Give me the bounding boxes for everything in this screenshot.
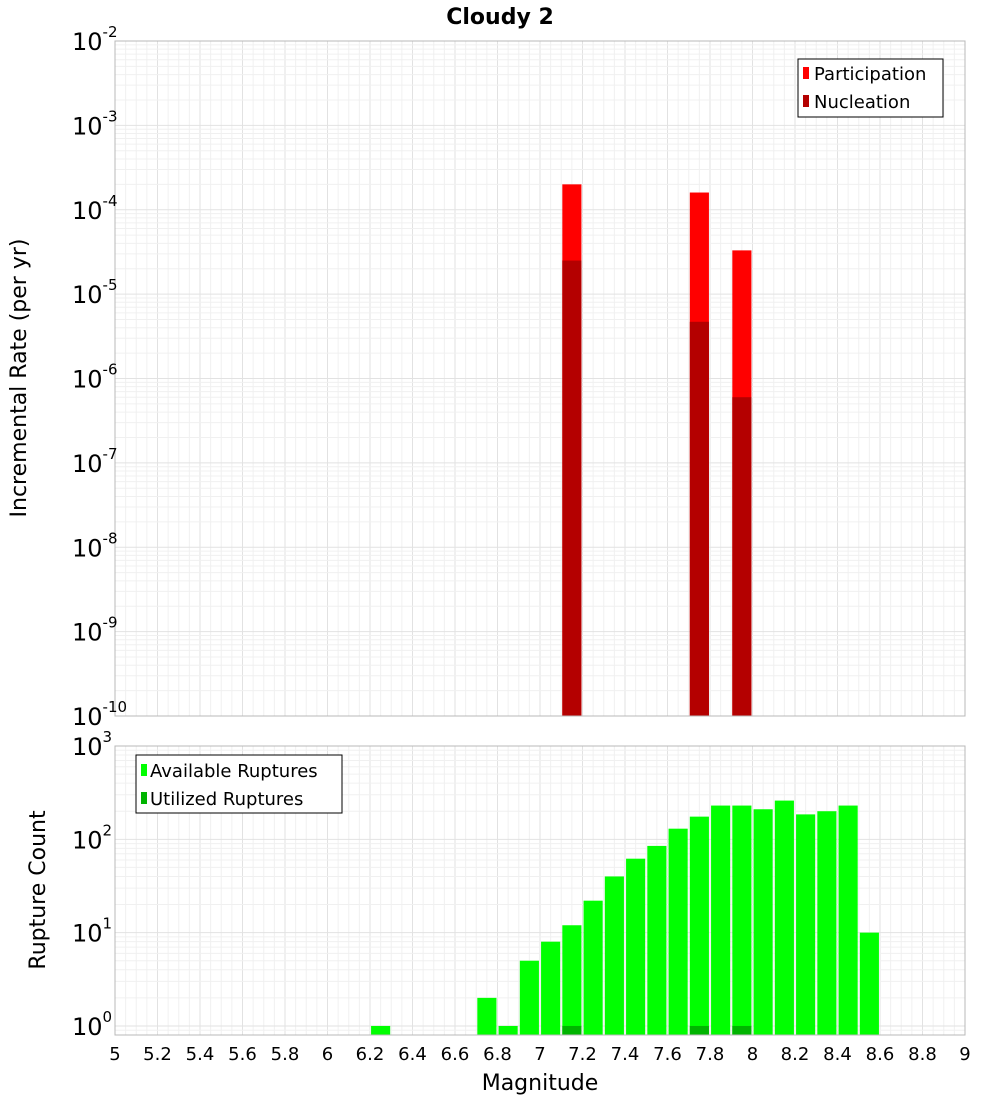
chart-title: Cloudy 2 [446, 5, 554, 30]
available-ruptures-bar [371, 1025, 391, 1035]
x-tick-label: 7.8 [696, 1044, 725, 1065]
available-ruptures-bar [753, 809, 773, 1035]
top-y-tick-label: 10-2 [72, 23, 118, 56]
available-ruptures-bar [498, 1025, 518, 1035]
bottom-y-axis-label: Rupture Count [26, 810, 51, 970]
x-tick-label: 8 [747, 1044, 758, 1065]
available-legend-swatch [141, 764, 147, 776]
participation-legend-swatch [803, 67, 809, 79]
x-tick-label: 5.4 [186, 1044, 215, 1065]
available-ruptures-bar [562, 925, 582, 1035]
available-ruptures-bar [541, 941, 561, 1035]
x-tick-label: 5.6 [228, 1044, 257, 1065]
x-tick-label: 5.2 [143, 1044, 172, 1065]
available-ruptures-bar [796, 814, 816, 1035]
x-tick-label: 7.6 [653, 1044, 682, 1065]
x-axis-label: Magnitude [482, 1071, 599, 1096]
bottom-y-ticks: 103 102 101 100 [72, 728, 112, 1041]
nucleation-bar [689, 321, 709, 716]
top-legend: Participation Nucleation [797, 58, 944, 118]
available-ruptures-bar [838, 805, 858, 1035]
x-tick-label: 8.4 [823, 1044, 852, 1065]
top-y-tick-label: 10-5 [72, 276, 118, 309]
bottom-y-tick-label: 102 [72, 821, 112, 854]
x-tick-label: 5 [109, 1044, 120, 1065]
x-tick-label: 6 [322, 1044, 333, 1065]
available-ruptures-bar [626, 858, 646, 1035]
top-y-tick-label: 10-8 [72, 529, 118, 562]
top-y-tick-label: 10-3 [72, 107, 118, 140]
x-tick-label: 6.2 [356, 1044, 385, 1065]
nucleation-legend-label: Nucleation [814, 92, 910, 113]
x-tick-label: 5.8 [271, 1044, 300, 1065]
available-ruptures-bar [732, 805, 752, 1035]
available-ruptures-bar [668, 828, 688, 1035]
x-tick-label: 6.8 [483, 1044, 512, 1065]
available-ruptures-bar [689, 816, 709, 1035]
available-ruptures-bar [604, 876, 624, 1035]
x-tick-label: 8.8 [908, 1044, 937, 1065]
available-ruptures-bar [519, 960, 539, 1035]
available-ruptures-bar [817, 811, 837, 1035]
bottom-y-tick-label: 103 [72, 728, 112, 761]
x-ticks: 5 5.2 5.4 5.6 5.8 6 6.2 6.4 6.6 6.8 7 7.2 7.4 7.6 7.8 8… [109, 1044, 970, 1065]
top-y-tick-label: 10-7 [72, 445, 118, 478]
x-tick-label: 9 [959, 1044, 970, 1065]
top-y-ticks: 10-2 10-3 10-4 10-5 10-6 10-7 10-8 10-9 10-10 [72, 23, 127, 731]
nucleation-bar [732, 397, 752, 716]
bottom-panel: 103 102 101 100 5 5.2 5.4 5.6 5.8 6 6.2 6.4 6.6 6.8 7… [26, 728, 971, 1096]
bottom-y-tick-label: 101 [72, 915, 112, 948]
available-ruptures-bar [477, 997, 497, 1035]
top-y-tick-label: 10-6 [72, 361, 118, 394]
x-tick-label: 8.2 [781, 1044, 810, 1065]
bottom-legend-box [135, 754, 343, 814]
available-ruptures-bar [859, 932, 879, 1035]
bottom-plot-frame [114, 745, 966, 1036]
top-y-tick-label: 10-10 [72, 698, 127, 731]
nucleation-bar [562, 260, 582, 716]
available-legend-label: Available Ruptures [150, 761, 318, 782]
top-bars [562, 184, 752, 717]
x-tick-label: 8.6 [866, 1044, 895, 1065]
x-tick-label: 6.4 [398, 1044, 427, 1065]
participation-legend-label: Participation [814, 64, 926, 85]
utilized-legend-label: Utilized Ruptures [150, 789, 303, 810]
top-y-tick-label: 10-9 [72, 614, 118, 647]
available-ruptures-bar [774, 800, 794, 1035]
x-tick-label: 7.2 [568, 1044, 597, 1065]
top-plot-frame [114, 40, 966, 717]
top-y-tick-label: 10-4 [72, 192, 118, 225]
available-ruptures-bar [711, 805, 731, 1035]
x-tick-label: 6.6 [441, 1044, 470, 1065]
bottom-y-tick-label: 100 [72, 1008, 112, 1041]
x-tick-label: 7.4 [611, 1044, 640, 1065]
nucleation-legend-swatch [803, 95, 809, 107]
available-ruptures-bar [583, 900, 603, 1035]
utilized-legend-swatch [141, 792, 147, 804]
top-grid [114, 40, 966, 717]
available-ruptures-bar [647, 845, 667, 1035]
x-tick-label: 7 [534, 1044, 545, 1065]
top-panel: 10-2 10-3 10-4 10-5 10-6 10-7 10-8 10-9 10-10 In… [7, 23, 966, 731]
utilized-ruptures-bar [562, 1025, 582, 1035]
top-y-axis-label: Incremental Rate (per yr) [7, 239, 32, 518]
utilized-ruptures-bar [732, 1025, 752, 1035]
bottom-legend: Available Ruptures Utilized Ruptures [135, 754, 343, 814]
utilized-ruptures-bar [689, 1025, 709, 1035]
top-legend-box [797, 58, 944, 118]
bottom-bars [371, 800, 879, 1035]
